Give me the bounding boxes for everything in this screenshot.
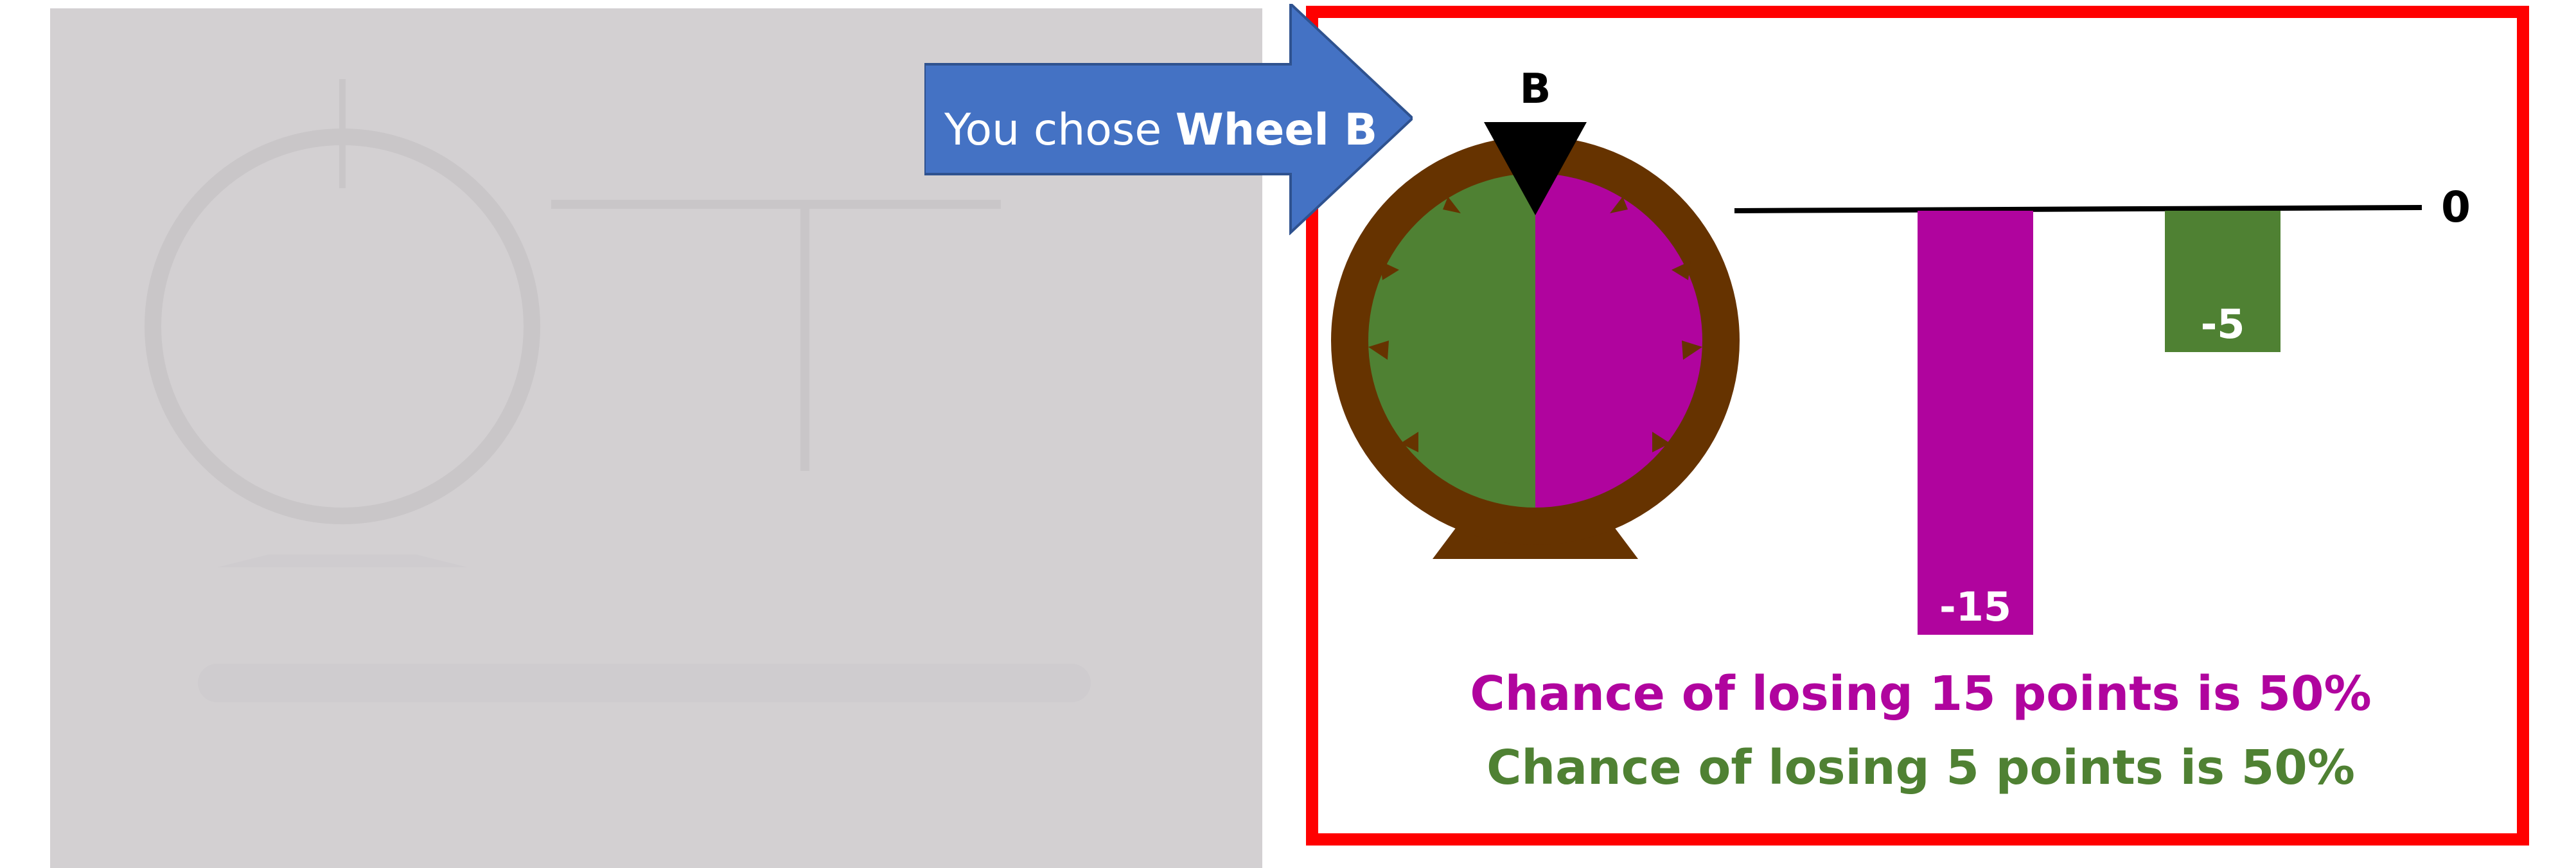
bar-lose-5 (2165, 211, 2280, 352)
bar-value-label: -15 (1939, 583, 2011, 630)
wheel-b: B (1331, 66, 1740, 559)
choice-prefix: You chose (944, 105, 1176, 155)
wheel-green-half (1368, 173, 1535, 508)
wheel-label: B (1520, 66, 1551, 113)
faded-wheel-graphic (145, 79, 1091, 702)
choice-arrow-shape (924, 4, 1413, 235)
outcome-bar-chart: 0 -15 -5 (1734, 182, 2471, 635)
zero-label: 0 (2441, 182, 2471, 232)
bar-lose-15 (1918, 211, 2033, 635)
wheel-pointer (1484, 122, 1587, 215)
wheel-notches (1368, 197, 1702, 452)
choice-wheel-name: Wheel B (1175, 105, 1378, 155)
wheel-magenta-half (1535, 173, 1702, 508)
bar-value-label: -5 (2201, 301, 2245, 348)
zero-baseline (1734, 205, 2422, 213)
choice-callout: You chose Wheel B (944, 95, 1381, 166)
caption-lose-5: Chance of losing 5 points is 50% (1486, 740, 2355, 795)
caption-lose-15: Chance of losing 15 points is 50% (1470, 666, 2372, 722)
